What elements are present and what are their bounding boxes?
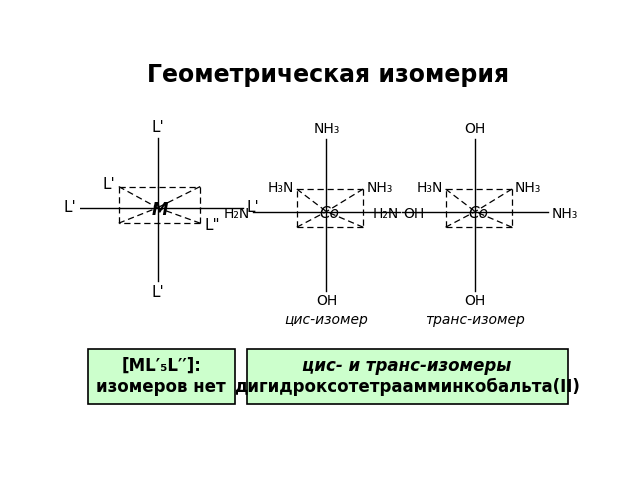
Text: L": L" <box>204 218 220 233</box>
Text: M: M <box>152 201 168 219</box>
Text: NH₃: NH₃ <box>552 207 578 221</box>
Text: OH: OH <box>403 207 424 221</box>
Text: OH: OH <box>465 122 486 136</box>
Text: L': L' <box>102 177 115 192</box>
Text: OH: OH <box>316 294 337 308</box>
Text: OH: OH <box>465 294 486 308</box>
Text: H₃N: H₃N <box>416 180 442 194</box>
Text: H₂N: H₂N <box>224 207 250 221</box>
Text: L': L' <box>63 200 76 215</box>
Text: NH₃: NH₃ <box>366 180 392 194</box>
Text: цис- и транс-изомеры: цис- и транс-изомеры <box>303 357 511 374</box>
Text: цис-изомер: цис-изомер <box>285 313 369 327</box>
Text: [ML′₅L′′]:: [ML′₅L′′]: <box>122 357 202 374</box>
FancyBboxPatch shape <box>246 348 568 404</box>
Text: L': L' <box>151 120 164 134</box>
Text: Co: Co <box>468 205 488 221</box>
Text: NH₃: NH₃ <box>313 122 340 136</box>
Text: NH₃: NH₃ <box>515 180 541 194</box>
Text: H₃N: H₃N <box>268 180 294 194</box>
Text: L': L' <box>151 285 164 300</box>
Text: Co: Co <box>319 205 340 221</box>
Text: дигидроксотетраамминкобальта(II): дигидроксотетраамминкобальта(II) <box>234 378 580 396</box>
Text: транс-изомер: транс-изомер <box>426 313 525 327</box>
Text: изомеров нет: изомеров нет <box>97 378 227 396</box>
Text: H₂N: H₂N <box>372 207 399 221</box>
FancyBboxPatch shape <box>88 348 235 404</box>
Text: L': L' <box>246 200 259 215</box>
Text: Геометрическая изомерия: Геометрическая изомерия <box>147 62 509 86</box>
